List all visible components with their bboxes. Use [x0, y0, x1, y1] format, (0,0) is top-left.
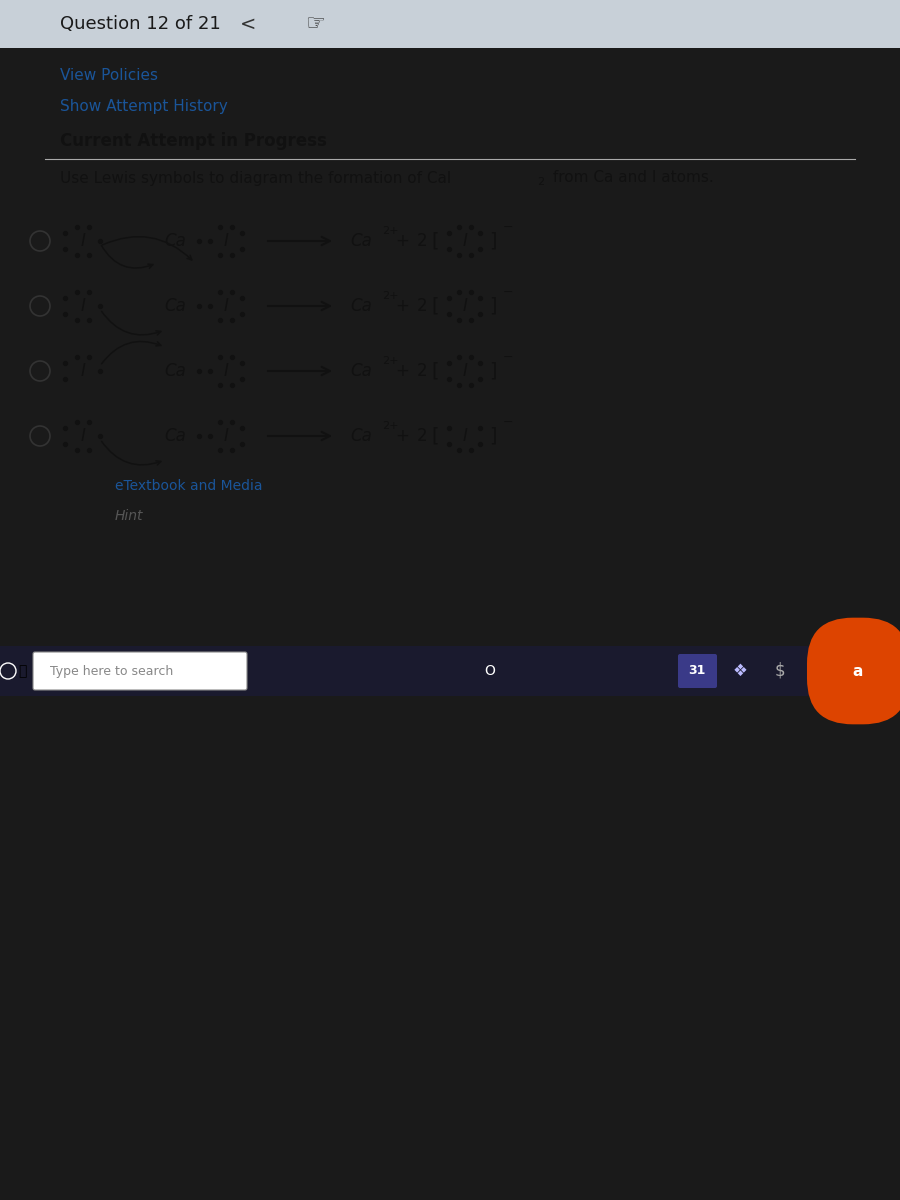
Text: I: I: [223, 296, 229, 314]
Text: Question 12 of 21: Question 12 of 21: [60, 14, 220, 32]
Text: Ca: Ca: [164, 232, 186, 250]
Text: 2+: 2+: [382, 421, 399, 431]
Text: $: $: [775, 662, 786, 680]
Text: [: [: [431, 232, 439, 251]
Text: I: I: [463, 232, 467, 250]
Text: 31: 31: [688, 665, 706, 678]
Text: ☞: ☞: [305, 14, 325, 34]
Text: 2: 2: [417, 362, 428, 380]
FancyArrowPatch shape: [103, 236, 192, 260]
Circle shape: [810, 661, 830, 680]
FancyArrowPatch shape: [102, 342, 161, 364]
Text: +: +: [395, 296, 409, 314]
Text: Ca: Ca: [164, 362, 186, 380]
Text: eTextbook and Media: eTextbook and Media: [115, 479, 263, 493]
Text: I: I: [81, 232, 86, 250]
FancyArrowPatch shape: [102, 442, 161, 466]
Text: Type here to search: Type here to search: [50, 665, 173, 678]
Text: from Ca and I atoms.: from Ca and I atoms.: [548, 170, 714, 186]
Text: Current Attempt in Progress: Current Attempt in Progress: [60, 132, 327, 150]
Text: 2+: 2+: [382, 356, 399, 366]
Text: Ca: Ca: [164, 296, 186, 314]
Text: −: −: [503, 286, 514, 299]
Text: Ca: Ca: [350, 296, 372, 314]
Text: I: I: [223, 427, 229, 445]
FancyArrowPatch shape: [102, 311, 161, 335]
Text: ]: ]: [490, 361, 497, 380]
Text: +: +: [395, 427, 409, 445]
Text: Ca: Ca: [350, 362, 372, 380]
Text: ]: ]: [490, 426, 497, 445]
Text: I: I: [81, 362, 86, 380]
Text: View Policies: View Policies: [60, 68, 158, 84]
Text: −: −: [503, 350, 514, 364]
Text: O: O: [484, 664, 495, 678]
FancyBboxPatch shape: [678, 654, 717, 688]
Text: I: I: [463, 427, 467, 445]
Text: 2: 2: [417, 232, 428, 250]
Text: Hint: Hint: [115, 509, 143, 523]
FancyBboxPatch shape: [0, 0, 900, 48]
FancyBboxPatch shape: [0, 646, 900, 696]
Text: ❖: ❖: [733, 662, 747, 680]
FancyArrowPatch shape: [102, 246, 153, 269]
Text: 2: 2: [537, 176, 544, 187]
Text: I: I: [223, 362, 229, 380]
Text: I: I: [223, 232, 229, 250]
Text: I: I: [463, 296, 467, 314]
Text: Ca: Ca: [164, 427, 186, 445]
Text: [: [: [431, 296, 439, 316]
Text: a: a: [853, 664, 863, 678]
Text: −: −: [503, 221, 514, 234]
Text: 2: 2: [417, 427, 428, 445]
Text: Show Attempt History: Show Attempt History: [60, 98, 228, 114]
Text: [: [: [431, 361, 439, 380]
Text: +: +: [395, 362, 409, 380]
Text: I: I: [81, 296, 86, 314]
Text: Ca: Ca: [350, 232, 372, 250]
Text: ]: ]: [490, 232, 497, 251]
Text: I: I: [463, 362, 467, 380]
Text: +: +: [395, 232, 409, 250]
Text: 2: 2: [417, 296, 428, 314]
Text: ]: ]: [490, 296, 497, 316]
FancyBboxPatch shape: [33, 652, 247, 690]
Text: 🔍: 🔍: [18, 664, 26, 678]
Text: <: <: [240, 14, 256, 34]
Text: 2+: 2+: [382, 290, 399, 301]
Text: Use Lewis symbols to diagram the formation of Cal: Use Lewis symbols to diagram the formati…: [60, 170, 451, 186]
Text: Ca: Ca: [350, 427, 372, 445]
Text: I: I: [81, 427, 86, 445]
Text: [: [: [431, 426, 439, 445]
Text: −: −: [503, 415, 514, 428]
Text: 2+: 2+: [382, 226, 399, 236]
